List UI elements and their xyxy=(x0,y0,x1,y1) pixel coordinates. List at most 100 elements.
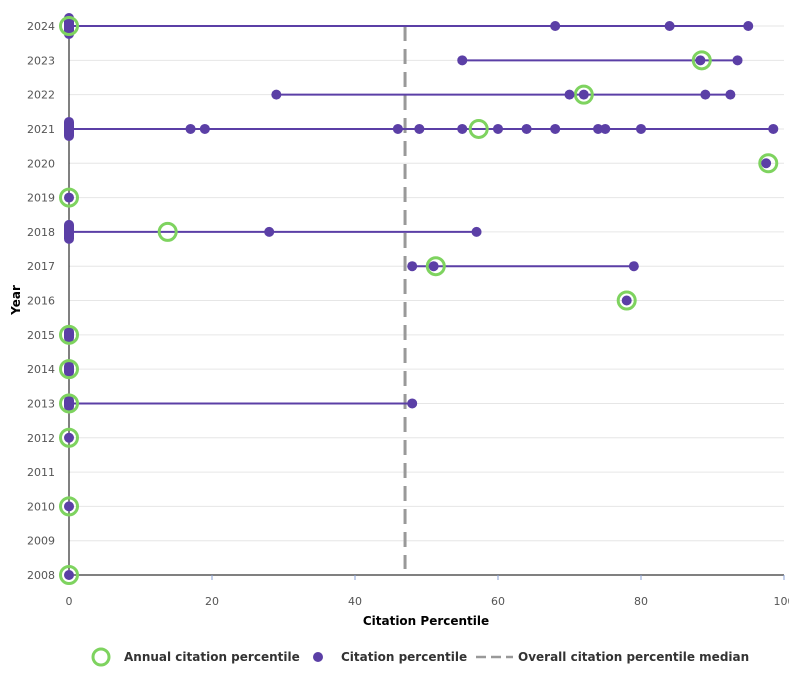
legend-citation-marker xyxy=(313,652,323,662)
citation-point-2021-6 xyxy=(414,123,425,134)
x-axis-title: Citation Percentile xyxy=(363,614,489,628)
x-tick-label-80: 80 xyxy=(634,595,648,608)
year-row-2019 xyxy=(59,187,79,208)
citation-point-2021-13 xyxy=(636,123,646,134)
citation-point-2021-4 xyxy=(199,123,210,134)
citation-point-2024-5 xyxy=(550,21,561,31)
citation-point-2022-3 xyxy=(700,89,711,100)
citation-point-2021-3 xyxy=(185,123,196,134)
citation-point-2013-2 xyxy=(407,398,418,409)
annual-percentile-marker-2013 xyxy=(59,393,79,414)
legend-median-label: Overall citation percentile median xyxy=(518,650,749,664)
year-row-2023 xyxy=(457,50,743,71)
year-row-2015 xyxy=(59,324,79,345)
citation-point-2023-2 xyxy=(732,55,743,66)
y-tick-label-2018: 2018 xyxy=(27,226,55,239)
y-tick-label-2024: 2024 xyxy=(27,20,55,33)
x-tick-label-20: 20 xyxy=(205,595,219,608)
year-row-2024 xyxy=(59,13,754,39)
citation-point-2008-0 xyxy=(64,570,74,580)
citation-point-2022-1 xyxy=(564,89,575,100)
citation-point-2022-4 xyxy=(725,89,736,100)
year-row-2012 xyxy=(59,427,79,448)
y-tick-label-2023: 2023 xyxy=(27,54,55,67)
citation-point-2022-0 xyxy=(271,89,282,100)
citation-point-2024-7 xyxy=(743,21,754,31)
citation-point-2016-0 xyxy=(621,295,632,306)
gridlines xyxy=(69,25,784,576)
y-tick-label-2015: 2015 xyxy=(27,329,55,342)
citation-point-2022-2 xyxy=(578,89,589,100)
y-tick-label-2014: 2014 xyxy=(27,363,55,376)
y-tick-label-2022: 2022 xyxy=(27,89,55,102)
y-tick-label-2020: 2020 xyxy=(27,157,55,170)
citation-point-2017-0 xyxy=(407,261,418,272)
annual-percentile-marker-2014 xyxy=(59,359,79,380)
y-axis-title: Year xyxy=(9,285,23,316)
stacked-citation-points-2021 xyxy=(64,116,74,141)
x-tick-label-100: 100 xyxy=(774,595,789,608)
y-tick-label-2009: 2009 xyxy=(27,535,55,548)
data-series xyxy=(59,13,779,585)
annual-percentile-marker-2012 xyxy=(59,427,79,448)
year-row-2013 xyxy=(59,393,418,414)
stacked-citation-points-2014 xyxy=(64,361,74,378)
year-row-2010 xyxy=(59,496,79,517)
citation-point-2021-7 xyxy=(457,123,468,134)
y-tick-label-2013: 2013 xyxy=(27,397,55,410)
year-row-2020 xyxy=(758,153,779,174)
legend-annual-marker xyxy=(91,647,111,667)
x-tick-labels: 0 20 40 60 80 100 xyxy=(66,575,789,608)
citation-point-2019-0 xyxy=(64,192,74,203)
year-row-2021 xyxy=(64,116,779,141)
stacked-citation-points-2018 xyxy=(64,219,74,244)
annual-percentile-marker-2010 xyxy=(59,496,79,517)
citation-point-2021-12 xyxy=(600,123,611,134)
y-tick-label-2010: 2010 xyxy=(27,500,55,513)
citation-point-2021-11 xyxy=(593,123,604,134)
citation-point-2023-1 xyxy=(695,55,706,66)
stacked-citation-points-2015 xyxy=(64,326,74,343)
citation-point-2021-8 xyxy=(493,123,503,134)
y-tick-label-2011: 2011 xyxy=(27,466,55,479)
citation-point-2018-4 xyxy=(471,226,482,237)
annual-percentile-marker-2015 xyxy=(59,324,79,345)
y-tick-label-2008: 2008 xyxy=(27,569,55,582)
y-tick-label-2021: 2021 xyxy=(27,123,55,136)
x-tick-label-40: 40 xyxy=(348,595,362,608)
annual-percentile-marker-2016 xyxy=(616,290,637,311)
citation-point-2021-14 xyxy=(768,123,779,134)
y-tick-label-2019: 2019 xyxy=(27,192,55,205)
annual-percentile-marker-2017 xyxy=(425,256,446,277)
citation-point-2017-1 xyxy=(428,261,439,272)
year-row-2016 xyxy=(616,290,637,311)
citation-point-2023-0 xyxy=(457,55,468,66)
year-row-2014 xyxy=(59,359,79,380)
axes xyxy=(68,14,784,576)
annual-percentile-marker-2019 xyxy=(59,187,79,208)
annual-percentile-marker-2023 xyxy=(691,50,712,71)
annual-percentile-marker-2021 xyxy=(468,118,489,139)
legend-citation-label: Citation percentile xyxy=(341,650,467,664)
y-tick-labels: 2008 2009 2010 2011 2012 2013 2014 2015 2016 2017… xyxy=(27,20,55,582)
annual-percentile-marker-2022 xyxy=(573,84,594,105)
citation-point-2018-3 xyxy=(264,226,275,237)
annual-percentile-marker-2008 xyxy=(59,565,79,585)
citation-point-2024-6 xyxy=(664,21,675,31)
legend-annual-label: Annual citation percentile xyxy=(124,650,300,664)
year-row-2022 xyxy=(271,84,736,105)
year-row-2008 xyxy=(59,565,79,585)
annual-percentile-marker-2024 xyxy=(59,16,79,36)
citation-point-2021-9 xyxy=(521,123,532,134)
citation-point-2017-2 xyxy=(628,261,639,272)
legend: Annual citation percentile Citation perc… xyxy=(91,647,749,667)
x-tick-label-60: 60 xyxy=(491,595,505,608)
annual-percentile-marker-2018 xyxy=(157,221,178,242)
year-row-2017 xyxy=(407,256,639,277)
y-tick-label-2016: 2016 xyxy=(27,295,55,308)
stacked-citation-points-2024 xyxy=(64,13,74,39)
stacked-citation-points-2013 xyxy=(64,395,74,412)
citation-point-2021-5 xyxy=(392,123,403,134)
y-tick-label-2012: 2012 xyxy=(27,432,55,445)
